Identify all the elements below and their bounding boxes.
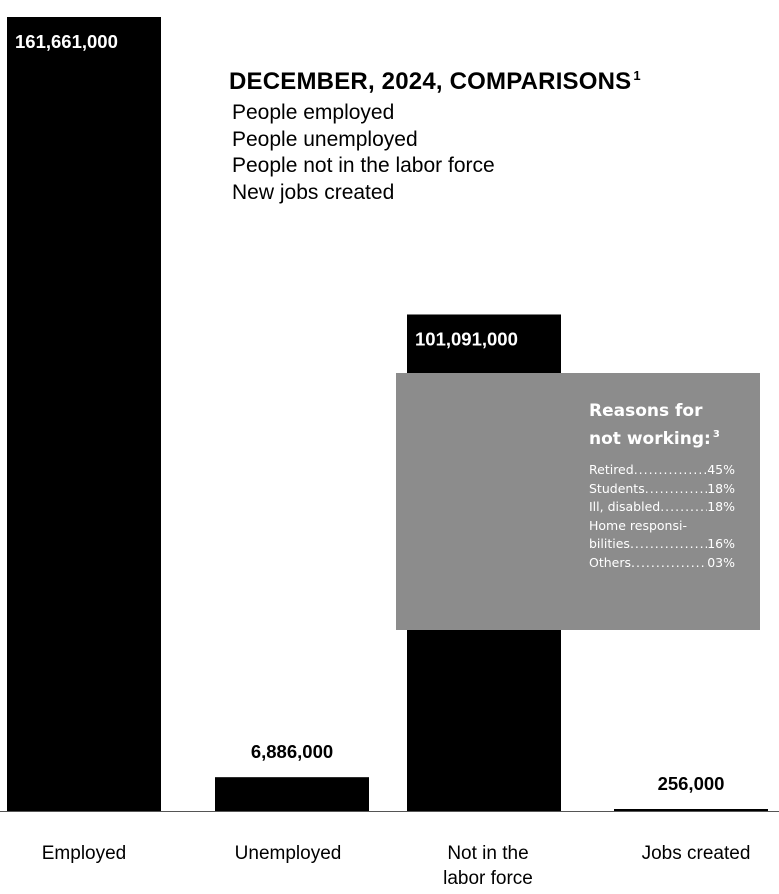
category-label: Jobs created — [642, 843, 751, 864]
reason-label: Retired — [589, 462, 634, 477]
reason-row: Ill, disabled 18% — [589, 498, 735, 517]
category-label: Employed — [42, 843, 127, 864]
bar-value-label: 256,000 — [658, 773, 725, 794]
bar — [7, 17, 161, 811]
reasons-box: Reasons for not working:3 Retired 45% Stu… — [589, 400, 735, 573]
reason-row: Students 18% — [589, 480, 735, 499]
reasons-footnote: 3 — [712, 429, 720, 440]
chart-title: DECEMBER, 2024, COMPARISONS 1 — [229, 68, 641, 96]
category-label: Unemployed — [235, 843, 342, 864]
reason-row: Others 03% — [589, 554, 735, 573]
reason-label-wrap: Home responsi- — [589, 517, 687, 533]
reason-value: 18% — [707, 499, 735, 515]
bar-value-label: 101,091,000 — [415, 328, 518, 349]
reason-value: 03% — [707, 554, 735, 570]
bar-value-label: 161,661,000 — [15, 31, 118, 52]
chart-legend: DECEMBER, 2024, COMPARISONS 1 People empl… — [229, 68, 641, 206]
reason-label: Ill, disabled — [589, 499, 661, 515]
legend-item: New jobs created — [232, 180, 395, 204]
reason-row: bilities 16% — [589, 535, 735, 554]
reason-label: bilities — [589, 536, 630, 552]
reason-row: Retired 45% — [589, 461, 735, 480]
bar — [614, 809, 768, 811]
chart-title-text: DECEMBER, 2024, COMPARISONS — [229, 68, 632, 95]
bar — [215, 777, 369, 811]
reason-value: 16% — [707, 536, 735, 552]
reasons-title-line: not working: 3 — [589, 429, 720, 449]
legend-item: People unemployed — [232, 127, 418, 151]
legend-item: People employed — [232, 101, 395, 124]
bar-value-label: 6,886,000 — [251, 741, 333, 762]
reasons-title: Reasons for not working: 3 — [589, 400, 735, 451]
reason-value: 45% — [707, 462, 735, 477]
reasons-title-line: Reasons for — [589, 401, 703, 421]
reason-value: 18% — [707, 480, 735, 496]
reason-label: Others — [589, 554, 632, 570]
title-footnote: 1 — [633, 68, 641, 83]
reason-label: Students — [589, 480, 645, 496]
legend-item: People not in the labor force — [232, 154, 495, 177]
category-label: Not in the labor force — [443, 843, 533, 889]
